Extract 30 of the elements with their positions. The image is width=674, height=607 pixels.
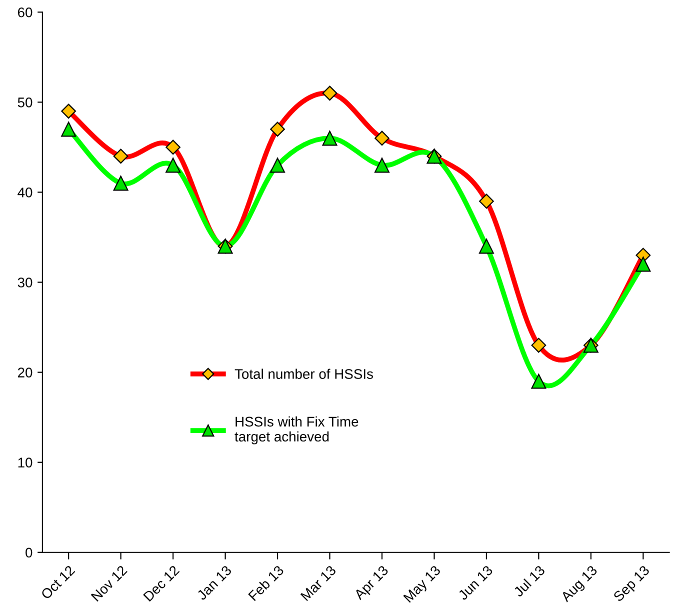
- x-tick-label: Apr 13: [353, 564, 391, 602]
- x-tick-label: Dec 12: [143, 564, 180, 602]
- legend-label: HSSIs with Fix Time target achieved: [234, 416, 358, 444]
- point: [113, 176, 128, 191]
- point: [166, 158, 181, 173]
- x-tick-label: Jun 13: [457, 564, 494, 601]
- x-tick-label: Sep 13: [612, 564, 652, 604]
- legend-label: Total number of HSSIs: [234, 368, 373, 379]
- point: [478, 238, 494, 254]
- y-tick-label: 60: [18, 7, 32, 18]
- x-tick-label: Jul 13: [512, 564, 546, 598]
- point: [322, 130, 338, 146]
- point: [531, 374, 546, 389]
- point: [61, 122, 76, 137]
- y-tick-label: 20: [18, 368, 32, 378]
- point: [270, 158, 286, 173]
- y-tick-label: 10: [18, 458, 32, 468]
- x-tick-label: Mar 13: [300, 564, 337, 602]
- x-tick-label: Oct 12: [40, 564, 76, 600]
- y-tick-label: 50: [18, 98, 32, 108]
- y-tick-label: 30: [18, 278, 32, 288]
- y-tick-label: 40: [18, 188, 32, 198]
- x-tick-label: Jan 13: [196, 564, 232, 601]
- x-tick-label: Aug 13: [560, 564, 600, 604]
- y-tick-label: 0: [26, 548, 32, 558]
- point: [374, 158, 390, 173]
- point: [636, 256, 651, 272]
- x-tick-label: Feb 13: [248, 564, 284, 602]
- x-tick-label: May 13: [403, 564, 443, 605]
- x-tick-label: Nov 12: [90, 564, 128, 602]
